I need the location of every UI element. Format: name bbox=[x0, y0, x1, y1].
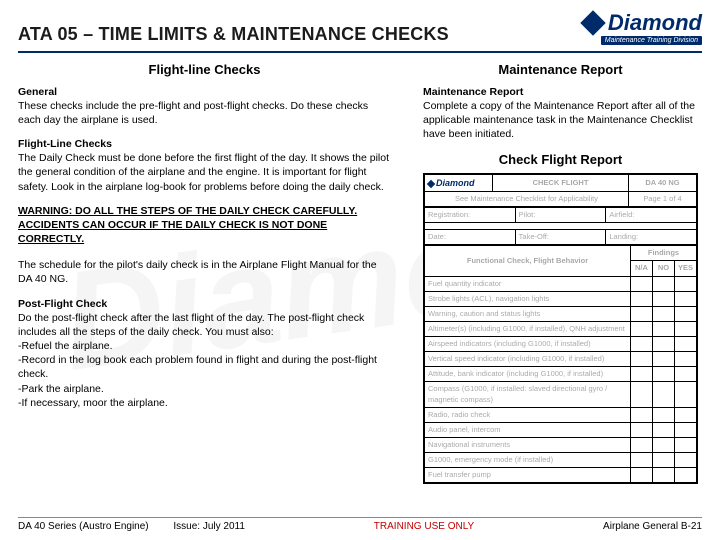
right-section-title: Maintenance Report bbox=[423, 61, 698, 79]
form-findings: Findings bbox=[630, 246, 696, 261]
form-title: CHECK FLIGHT bbox=[493, 174, 629, 191]
col-na: N/A bbox=[630, 261, 652, 276]
footer-issue: Issue: July 2011 bbox=[173, 521, 245, 532]
cfr-title: Check Flight Report bbox=[423, 151, 698, 169]
form-pilot: Pilot: bbox=[515, 208, 606, 223]
checklist-row: G1000, emergency mode (if installed) bbox=[425, 453, 631, 468]
footer-left: DA 40 Series (Austro Engine) Issue: July… bbox=[18, 521, 245, 532]
mr-heading: Maintenance Report bbox=[423, 86, 523, 98]
footer-center: TRAINING USE ONLY bbox=[374, 521, 474, 532]
flc-heading: Flight-Line Checks bbox=[18, 138, 112, 150]
general-body: These checks include the pre-flight and … bbox=[18, 100, 368, 126]
warning-text: WARNING: DO ALL THE STEPS OF THE DAILY C… bbox=[18, 204, 391, 247]
footer-rule bbox=[18, 517, 702, 518]
checklist-row: Compass (G1000, if installed: slaved dir… bbox=[425, 382, 631, 407]
pfc-heading: Post-Flight Check bbox=[18, 298, 107, 310]
form-fcfb: Functional Check, Flight Behavior bbox=[425, 246, 631, 276]
form-takeoff: Take-Off: bbox=[515, 230, 606, 245]
flc-body: The Daily Check must be done before the … bbox=[18, 152, 389, 192]
footer-right: Airplane General B-21 bbox=[603, 521, 702, 532]
checklist-row: Navigational instruments bbox=[425, 437, 631, 452]
brand-logo: Diamond Maintenance Training Division bbox=[584, 12, 702, 45]
checklist-row: Radio, radio check bbox=[425, 407, 631, 422]
checklist-row: Altimeter(s) (including G1000, if instal… bbox=[425, 321, 631, 336]
brand-subtitle: Maintenance Training Division bbox=[601, 36, 702, 45]
general-heading: General bbox=[18, 86, 57, 98]
col-yes: YES bbox=[674, 261, 696, 276]
brand-text: Diamond bbox=[608, 12, 702, 34]
checklist-row: Warning, caution and status lights bbox=[425, 306, 631, 321]
schedule-text: The schedule for the pilot's daily check… bbox=[18, 258, 391, 286]
pfc-body: Do the post-flight check after the last … bbox=[18, 312, 377, 409]
header-rule bbox=[18, 51, 702, 53]
checklist-row: Fuel transfer pump bbox=[425, 468, 631, 483]
form-reg: Registration: bbox=[425, 208, 516, 223]
left-section-title: Flight-line Checks bbox=[18, 61, 391, 79]
checklist-row: Airspeed indicators (including G1000, if… bbox=[425, 337, 631, 352]
form-airfield: Airfield: bbox=[606, 208, 697, 223]
form-page: Page 1 of 4 bbox=[629, 191, 697, 206]
col-no: NO bbox=[652, 261, 674, 276]
diamond-icon bbox=[580, 10, 605, 35]
checklist-row: Strobe lights (ACL), navigation lights bbox=[425, 291, 631, 306]
mr-body: Complete a copy of the Maintenance Repor… bbox=[423, 100, 695, 140]
checklist-row: Audio panel, intercom bbox=[425, 422, 631, 437]
check-flight-form: Diamond CHECK FLIGHT DA 40 NG See Mainte… bbox=[423, 173, 698, 485]
form-logo: Diamond bbox=[436, 177, 475, 189]
checklist-row: Attitude, bank indicator (including G100… bbox=[425, 367, 631, 382]
form-model: DA 40 NG bbox=[629, 174, 697, 191]
form-see: See Maintenance Checklist for Applicabil… bbox=[425, 191, 629, 206]
form-landing: Landing: bbox=[606, 230, 697, 245]
checklist-row: Fuel quantity indicator bbox=[425, 276, 631, 291]
checklist-row: Vertical speed indicator (including G100… bbox=[425, 352, 631, 367]
form-date: Date: bbox=[425, 230, 516, 245]
footer-series: DA 40 Series (Austro Engine) bbox=[18, 521, 149, 532]
page-title: ATA 05 – TIME LIMITS & MAINTENANCE CHECK… bbox=[18, 24, 449, 45]
